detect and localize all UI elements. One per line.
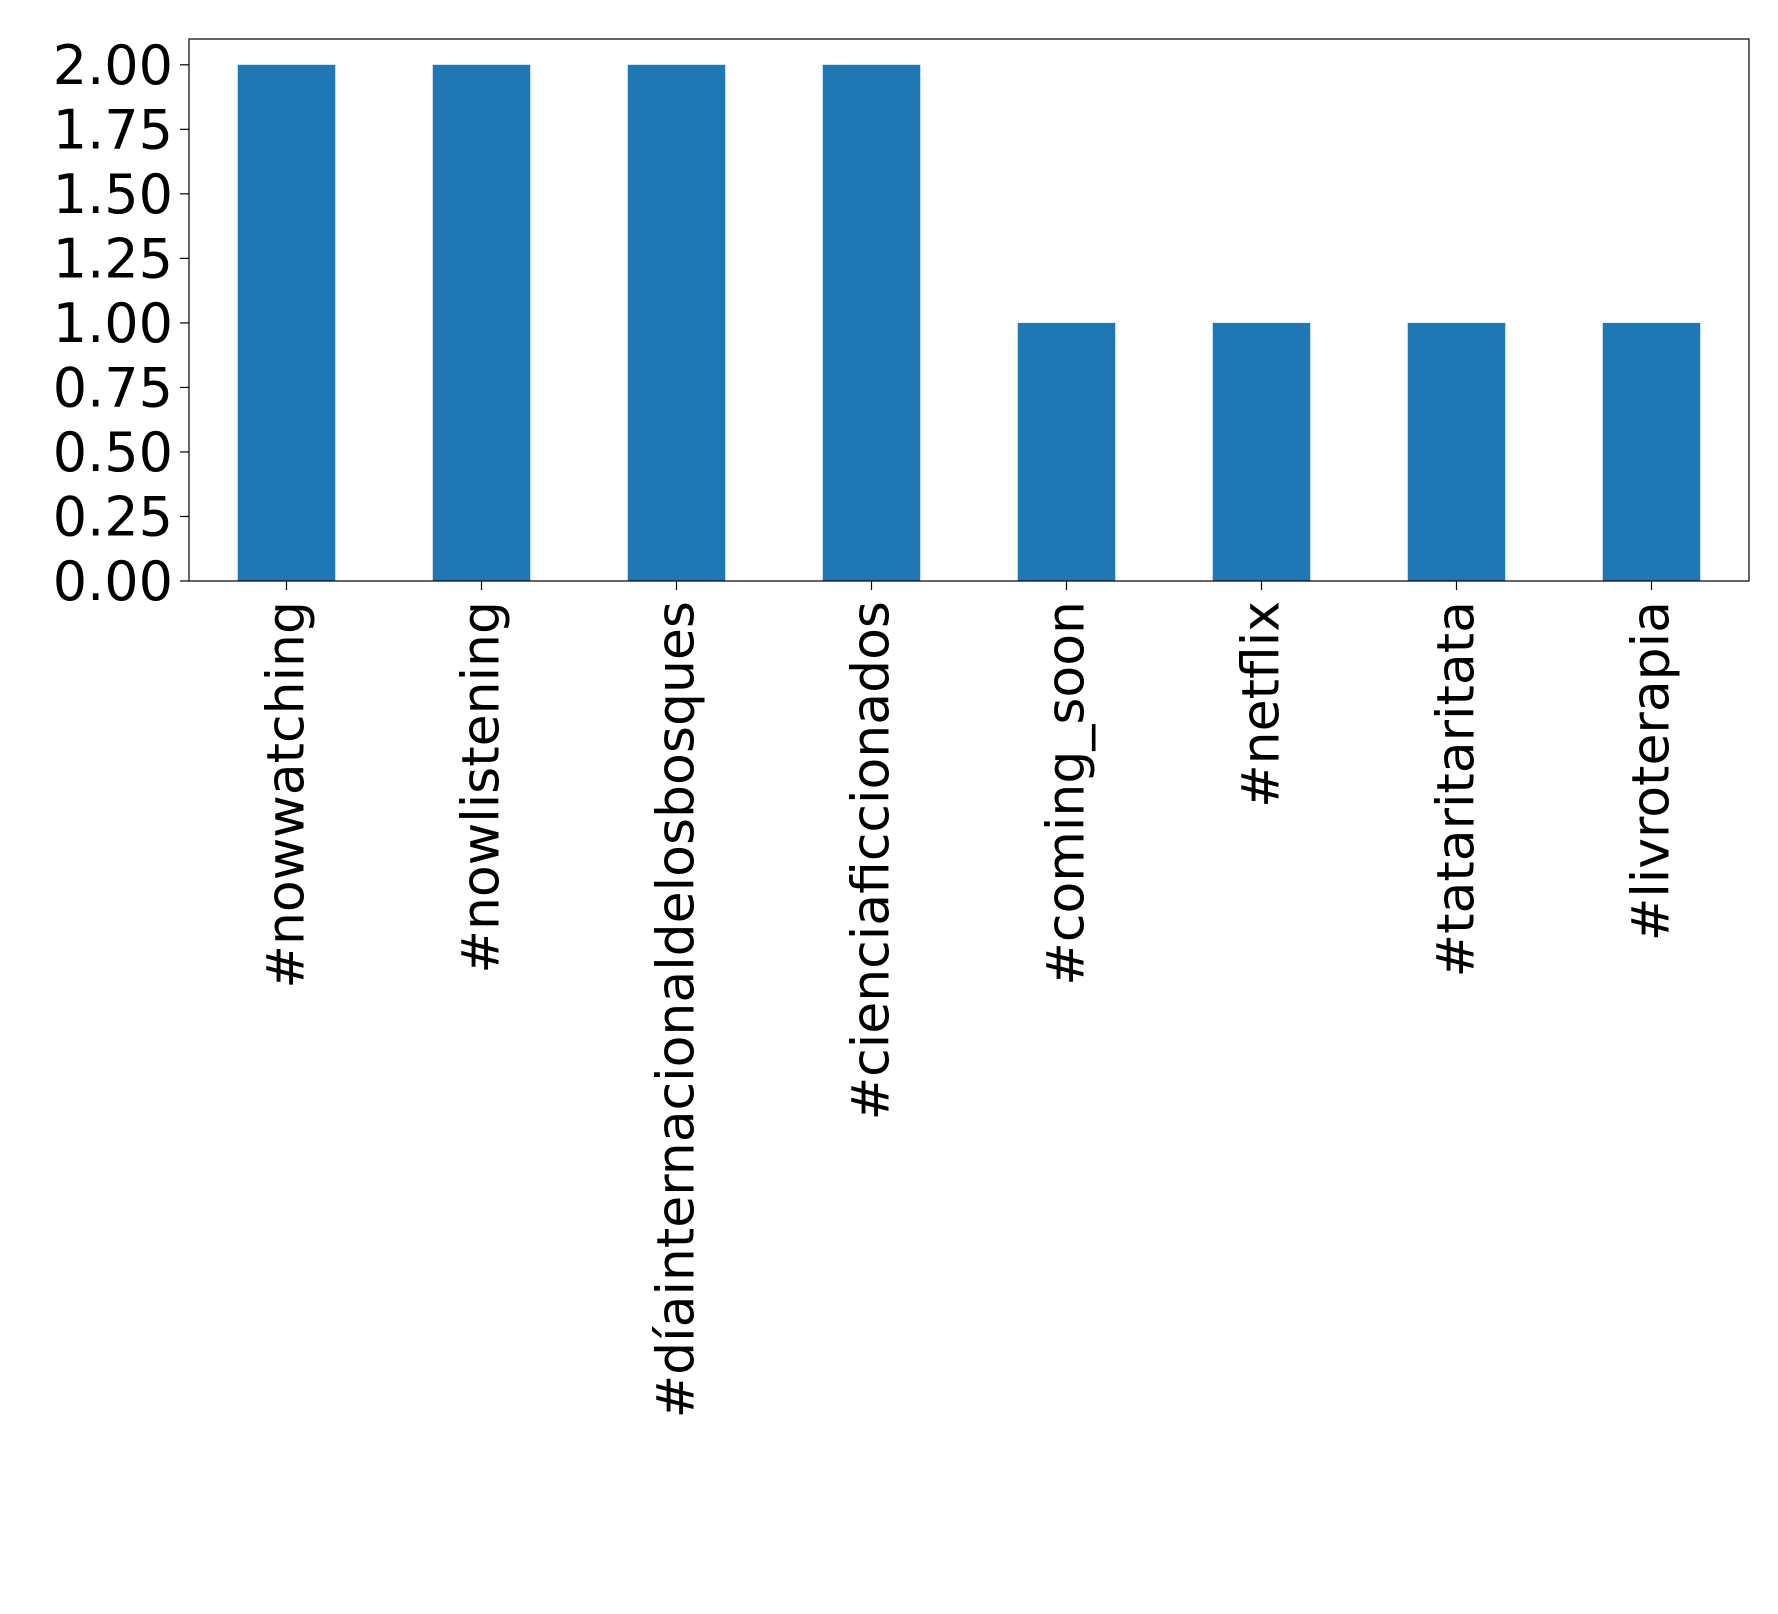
bars-layer (237, 64, 1701, 582)
x-axis: #nowwatching #nowlistening #díainternacion… (257, 581, 1682, 1418)
x-tick-label: #livroterapia (1622, 601, 1682, 941)
bar-6 (1212, 322, 1311, 581)
y-tick-label: 0.00 (53, 550, 173, 613)
plot-frame (188, 38, 1750, 582)
bar-5 (1017, 322, 1116, 581)
y-tick-label: 0.75 (53, 356, 173, 419)
bar-8 (1602, 322, 1701, 581)
x-tick-label: #cienciaficcionados (842, 601, 902, 1120)
x-tick-label: #netflix (1232, 601, 1292, 808)
x-tick-label: #tataritaritata (1427, 601, 1487, 978)
y-tick-label: 1.50 (53, 163, 173, 226)
bar-2 (432, 64, 531, 582)
y-tick-label: 2.00 (53, 34, 173, 97)
x-tick-label: #nowlistening (452, 601, 512, 974)
y-tick-label: 1.25 (53, 227, 173, 290)
x-tick-label: #díainternacionaldelosbosques (647, 601, 707, 1418)
y-tick-label: 1.75 (53, 98, 173, 161)
x-tick-label: #coming_soon (1037, 601, 1097, 986)
bar-3 (627, 64, 726, 582)
y-tick-label: 0.50 (53, 421, 173, 484)
y-tick-label: 1.00 (53, 292, 173, 355)
x-tick-label: #nowwatching (257, 601, 317, 989)
bar-7 (1407, 322, 1506, 581)
y-tick-label: 0.25 (53, 485, 173, 548)
bar-1 (237, 64, 336, 582)
y-axis: 0.000.250.500.751.001.251.501.752.00 (53, 34, 189, 613)
bar-4 (822, 64, 921, 582)
